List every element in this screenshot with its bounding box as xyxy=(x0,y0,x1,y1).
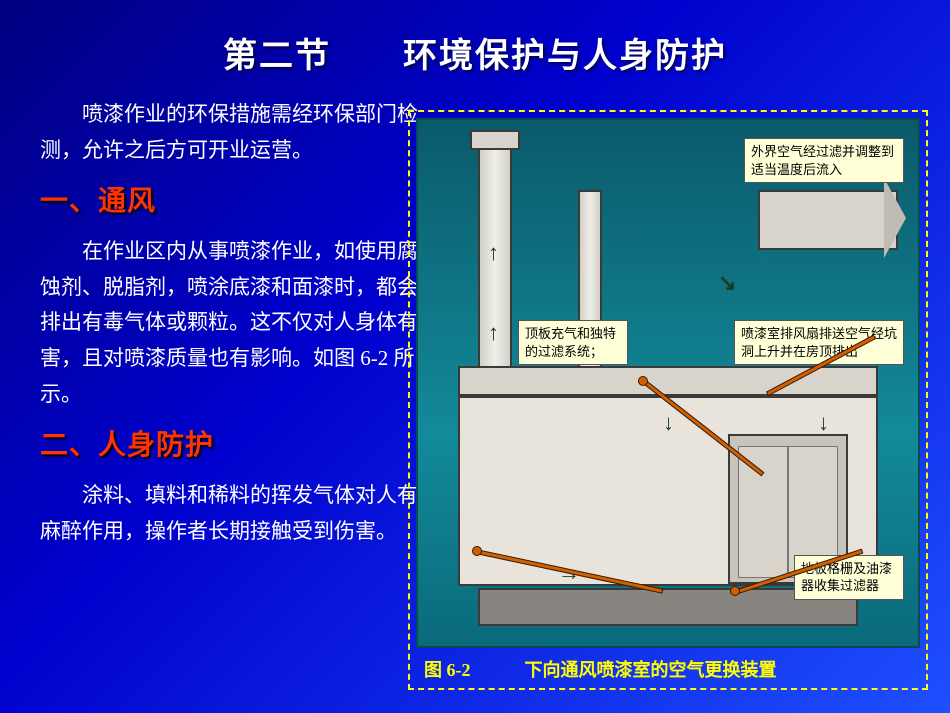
intro-paragraph: 喷漆作业的环保措施需经环保部门检测，允许之后方可开业运营。 xyxy=(40,97,430,168)
air-intake-unit xyxy=(758,190,898,250)
label-exhaust-fan: 喷漆室排风扇排送空气经坑洞上升并在房顶排出 xyxy=(734,320,904,365)
label-floor-grid: 地板格栅及油漆器收集过滤器 xyxy=(794,555,904,600)
label-air-in: 外界空气经过滤并调整到适当温度后流入 xyxy=(744,138,904,183)
figure-box: ↘ ↓ ↓ → ↑ ↑ 外界空气经过滤并调整到适当温度后流入 顶板充气和独特的过… xyxy=(408,110,928,690)
flow-arrow-icon: ↘ xyxy=(718,270,736,296)
flow-arrow-icon: ↑ xyxy=(488,240,499,266)
protection-paragraph: 涂料、填料和稀料的挥发气体对人有麻醉作用，操作者长期接触受到伤害。 xyxy=(40,478,430,549)
ventilation-paragraph: 在作业区内从事喷漆作业，如使用腐蚀剂、脱脂剂，喷涂底漆和面漆时，都会排出有毒气体… xyxy=(40,234,430,412)
figure-diagram: ↘ ↓ ↓ → ↑ ↑ 外界空气经过滤并调整到适当温度后流入 顶板充气和独特的过… xyxy=(416,118,920,648)
flow-arrow-icon: ↓ xyxy=(818,410,829,436)
heading-protection: 二、人身防护 xyxy=(40,422,430,470)
pointer-dot-icon xyxy=(730,586,740,596)
figure-caption: 图 6-2 下向通风喷漆室的空气更换装置 xyxy=(416,648,920,682)
booth-plenum xyxy=(458,366,878,396)
flow-arrow-icon: ↑ xyxy=(488,320,499,346)
stack-cap xyxy=(470,130,520,150)
intake-louver-icon xyxy=(884,178,906,258)
heading-ventilation: 一、通风 xyxy=(40,178,430,226)
label-ceiling-filter: 顶板充气和独特的过滤系统； xyxy=(518,320,628,365)
flow-arrow-icon: ↓ xyxy=(663,410,674,436)
pointer-dot-icon xyxy=(638,376,648,386)
left-column: 喷漆作业的环保措施需经环保部门检测，允许之后方可开业运营。 一、通风 在作业区内… xyxy=(40,97,430,557)
slide-title: 第二节 环境保护与人身防护 xyxy=(0,0,950,77)
pointer-dot-icon xyxy=(472,546,482,556)
